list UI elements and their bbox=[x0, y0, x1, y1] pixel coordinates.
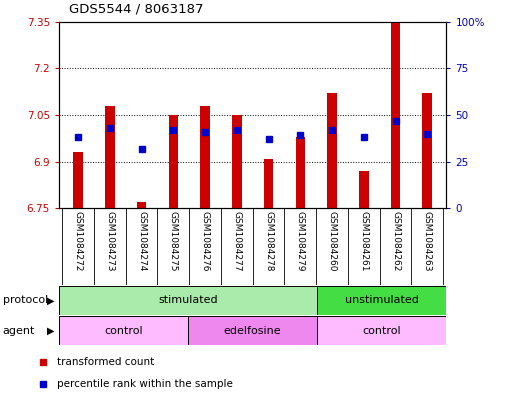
Text: GSM1084278: GSM1084278 bbox=[264, 211, 273, 271]
Text: GSM1084276: GSM1084276 bbox=[201, 211, 209, 271]
Text: unstimulated: unstimulated bbox=[345, 296, 419, 305]
Text: GSM1084279: GSM1084279 bbox=[296, 211, 305, 271]
Bar bbox=[264, 158, 273, 208]
Text: stimulated: stimulated bbox=[159, 296, 218, 305]
Text: control: control bbox=[363, 326, 401, 336]
Text: protocol: protocol bbox=[3, 296, 48, 305]
Text: ▶: ▶ bbox=[47, 296, 55, 305]
Text: GSM1084272: GSM1084272 bbox=[73, 211, 83, 271]
Text: edelfosine: edelfosine bbox=[224, 326, 282, 336]
Text: GSM1084277: GSM1084277 bbox=[232, 211, 241, 271]
Bar bbox=[391, 22, 400, 208]
Text: GDS5544 / 8063187: GDS5544 / 8063187 bbox=[69, 3, 204, 16]
Bar bbox=[327, 93, 337, 208]
Text: GSM1084273: GSM1084273 bbox=[105, 211, 114, 271]
Text: percentile rank within the sample: percentile rank within the sample bbox=[57, 379, 233, 389]
Bar bbox=[359, 171, 368, 208]
Text: control: control bbox=[104, 326, 143, 336]
Text: GSM1084262: GSM1084262 bbox=[391, 211, 400, 271]
Bar bbox=[423, 93, 432, 208]
Text: GSM1084261: GSM1084261 bbox=[359, 211, 368, 271]
Text: transformed count: transformed count bbox=[57, 358, 154, 367]
Bar bbox=[232, 115, 242, 208]
Bar bbox=[169, 115, 178, 208]
Bar bbox=[73, 152, 83, 208]
Bar bbox=[105, 106, 114, 208]
Bar bbox=[59, 286, 317, 315]
Text: ▶: ▶ bbox=[47, 326, 55, 336]
Text: GSM1084274: GSM1084274 bbox=[137, 211, 146, 271]
Text: agent: agent bbox=[3, 326, 35, 336]
Bar bbox=[200, 106, 210, 208]
Bar bbox=[188, 316, 317, 345]
Text: GSM1084263: GSM1084263 bbox=[423, 211, 432, 271]
Bar bbox=[59, 316, 188, 345]
Bar bbox=[295, 137, 305, 208]
Bar bbox=[317, 316, 446, 345]
Text: GSM1084275: GSM1084275 bbox=[169, 211, 178, 271]
Bar bbox=[137, 202, 146, 208]
Text: GSM1084260: GSM1084260 bbox=[327, 211, 337, 271]
Bar bbox=[317, 286, 446, 315]
